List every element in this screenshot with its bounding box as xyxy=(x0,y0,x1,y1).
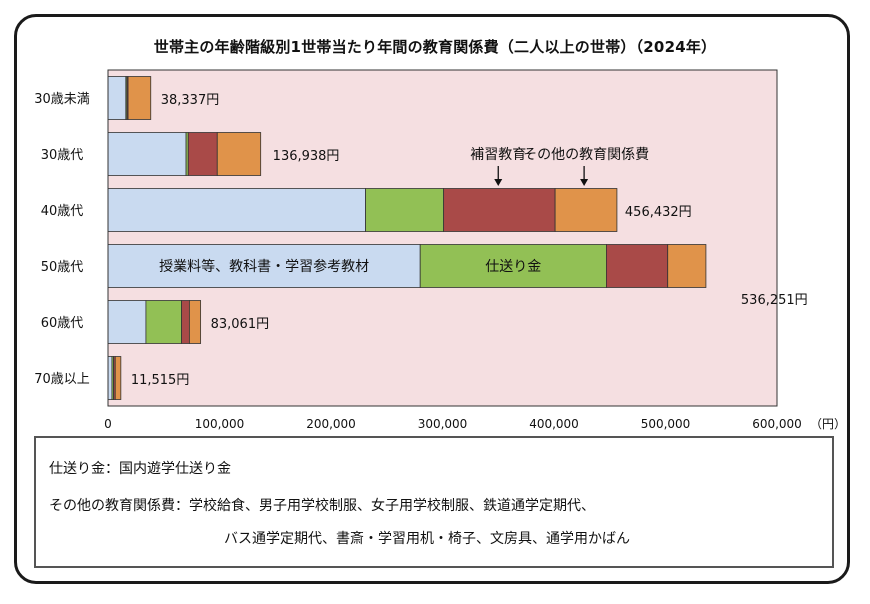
x-tick-label: 0 xyxy=(104,417,112,431)
bar-segment-2-row-4 xyxy=(419,244,607,288)
bar-segment-3-row-5 xyxy=(181,300,190,344)
category-label: 30歳代 xyxy=(41,148,84,163)
bar-segment-1-row-3 xyxy=(107,188,366,232)
total-label: 83,061円 xyxy=(211,317,270,332)
notes-box: 仕送り金：国内遊学仕送り金 その他の教育関係費：学校給食、男子用学校制服、女子用… xyxy=(34,436,834,568)
bar-segment-1-row-4 xyxy=(107,244,421,288)
total-label: 456,432円 xyxy=(625,205,692,220)
total-label: 136,938円 xyxy=(273,149,340,164)
x-tick-label: 600,000 xyxy=(752,417,802,431)
bar-segment-4-row-5 xyxy=(188,300,202,344)
bar-segment-2-row-3 xyxy=(365,188,445,232)
chart-title: 世帯主の年齢階級別1世帯当たり年間の教育関係費（二人以上の世帯）（2024年） xyxy=(153,38,717,56)
plot-border xyxy=(107,69,778,407)
bar-segment-1-row-5 xyxy=(107,300,147,344)
x-tick-label: 300,000 xyxy=(418,417,468,431)
category-label: 30歳未満 xyxy=(34,92,90,107)
x-tick-label: 200,000 xyxy=(306,417,356,431)
bar-segment-4-row-3 xyxy=(554,188,618,232)
note-line-1: 仕送り金：国内遊学仕送り金 xyxy=(49,461,231,477)
annotation-other: その他の教育関係費 xyxy=(523,147,649,163)
annotation-tuition: 授業料等、教科書・学習参考教材 xyxy=(159,258,369,275)
bar-segment-3-row-2 xyxy=(187,132,218,176)
category-label: 70歳以上 xyxy=(34,372,90,387)
arrow-other-head xyxy=(580,179,589,186)
note-line-3: バス通学定期代、書斎・学習用机・椅子、文房具、通学用かばん xyxy=(224,531,630,547)
plot-area xyxy=(108,70,777,406)
arrow-tutoring-head xyxy=(494,179,503,186)
bar-segment-3-row-3 xyxy=(443,188,556,232)
bar-segment-1-row-1 xyxy=(107,76,127,120)
category-label: 60歳代 xyxy=(41,316,84,331)
annotation-tutoring: 補習教育 xyxy=(470,147,526,163)
total-label: 38,337円 xyxy=(161,93,220,108)
x-unit-label: （円） xyxy=(810,417,846,431)
x-tick-label: 400,000 xyxy=(529,417,579,431)
bar-segment-4-row-4 xyxy=(667,244,707,288)
category-label: 50歳代 xyxy=(41,260,84,275)
total-label: 536,251円 xyxy=(741,293,808,308)
bar-segment-2-row-5 xyxy=(145,300,182,344)
bar-segment-1-row-6 xyxy=(107,356,113,400)
category-label: 40歳代 xyxy=(41,204,84,219)
annotation-allowance: 仕送り金 xyxy=(485,259,541,275)
bar-segment-4-row-6 xyxy=(114,356,122,400)
total-label: 11,515円 xyxy=(131,373,190,388)
bar-segment-4-row-2 xyxy=(216,132,262,176)
bar-segment-4-row-1 xyxy=(127,76,152,120)
note-line-2: その他の教育関係費：学校給食、男子用学校制服、女子用学校制服、鉄道通学定期代、 xyxy=(49,498,595,514)
bar-segment-3-row-4 xyxy=(606,244,669,288)
x-tick-label: 100,000 xyxy=(195,417,245,431)
bar-segment-1-row-2 xyxy=(107,132,187,176)
x-tick-label: 500,000 xyxy=(641,417,691,431)
